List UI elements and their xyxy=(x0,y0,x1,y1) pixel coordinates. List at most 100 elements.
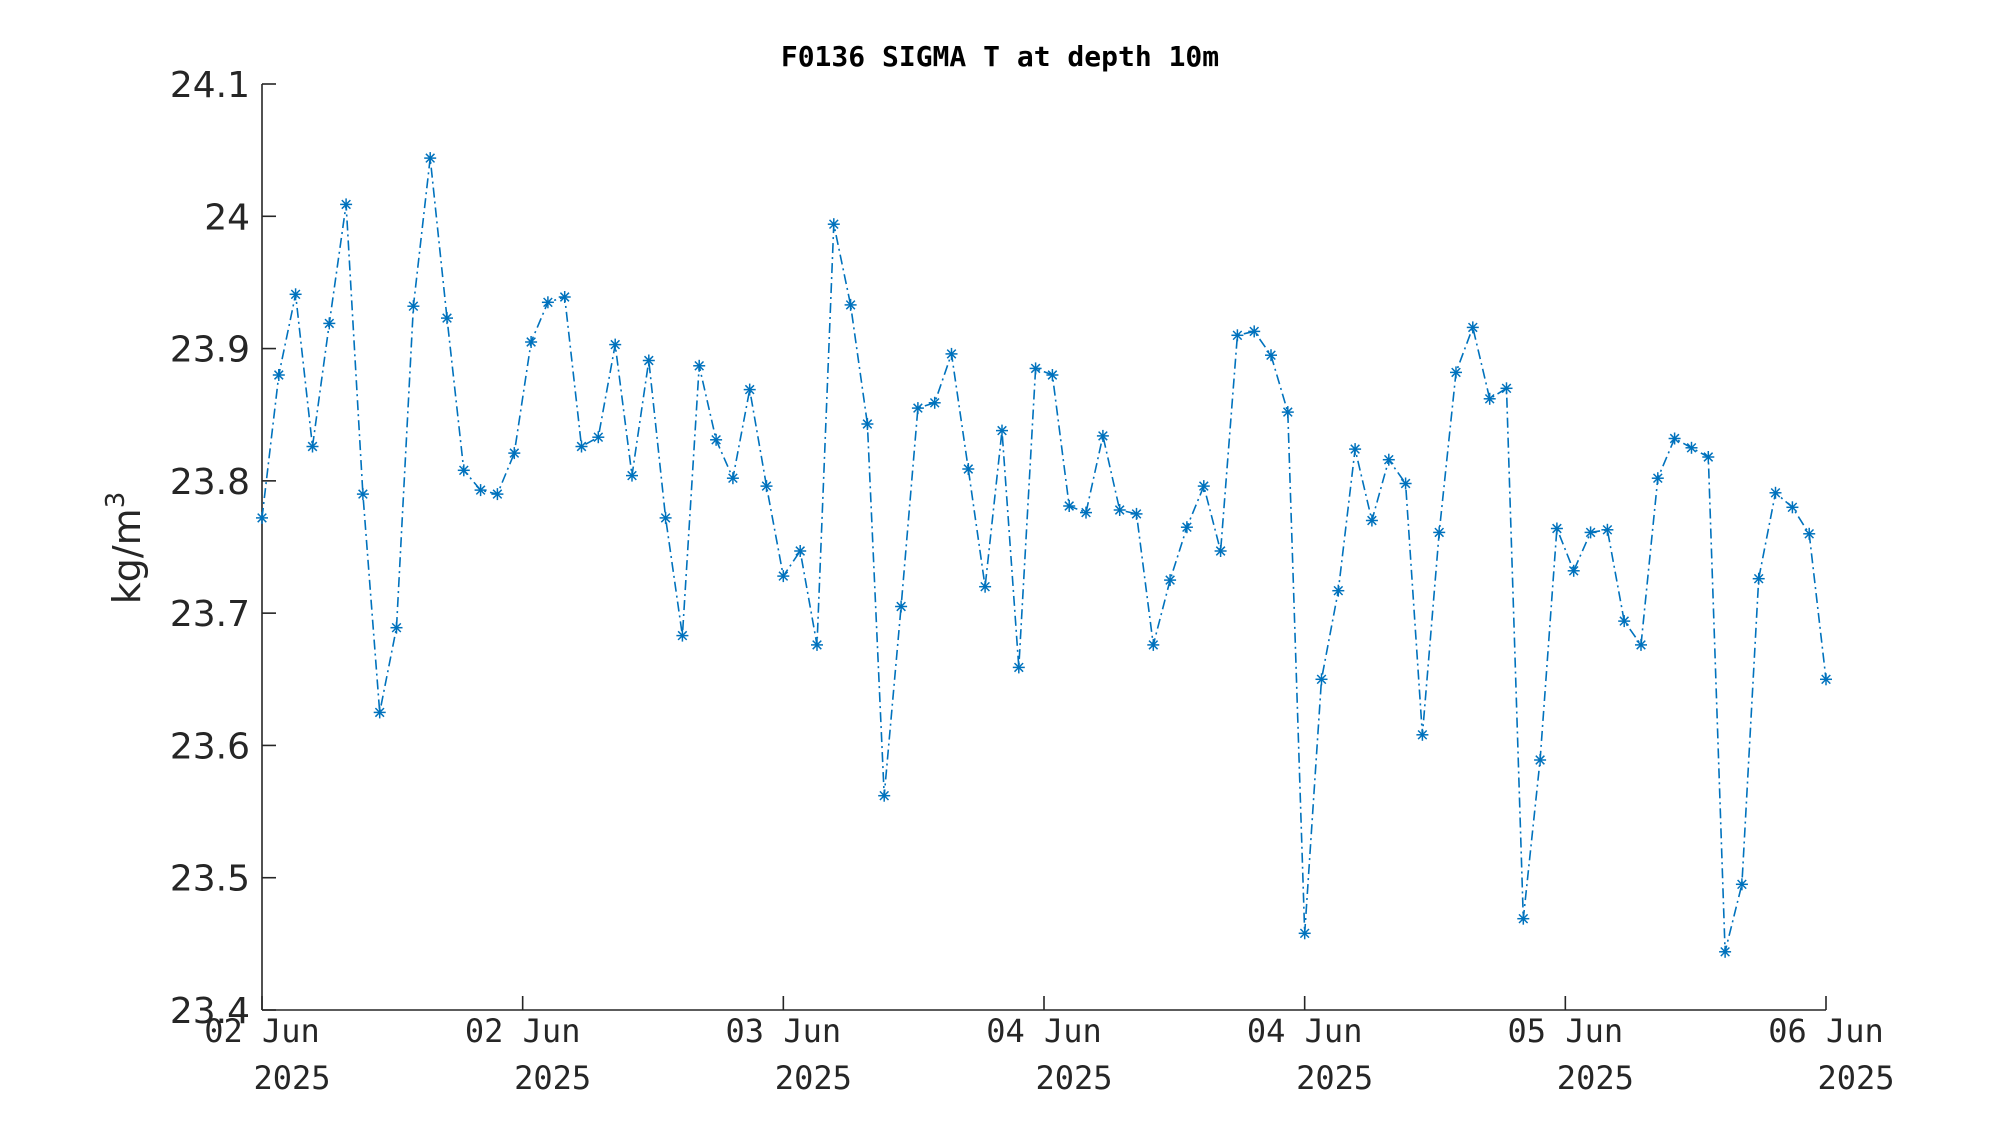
data-point xyxy=(626,469,638,482)
x-tick-label-year: 2025 xyxy=(514,1059,591,1097)
x-ticks: 02 Jun 2025 02 Jun 2025 03 Jun 2025 04 Jun 2025… xyxy=(204,996,1895,1097)
data-point xyxy=(256,511,268,524)
data-point xyxy=(979,580,992,593)
x-tick-label-day: 02 Jun xyxy=(465,1012,581,1050)
data-point xyxy=(1332,584,1345,597)
x-tick-label-day: 03 Jun xyxy=(726,1012,842,1050)
data-point xyxy=(1735,878,1748,891)
data-point xyxy=(1012,661,1025,674)
data-point xyxy=(743,383,756,396)
data-point xyxy=(642,354,655,367)
data-point xyxy=(508,447,521,460)
data-point xyxy=(726,472,739,485)
x-tick-label-year: 2025 xyxy=(253,1059,330,1097)
data-point xyxy=(1550,522,1563,535)
data-point xyxy=(794,545,807,557)
data-point xyxy=(777,570,790,583)
y-tick-label: 23.6 xyxy=(170,726,250,767)
data-point xyxy=(1164,574,1177,587)
data-point xyxy=(693,359,706,372)
data-point xyxy=(1416,728,1429,741)
data-point xyxy=(373,706,386,719)
data-point xyxy=(1450,366,1462,379)
y-tick-label: 24.1 xyxy=(170,65,250,106)
y-tick-label: 23.4 xyxy=(170,991,250,1032)
data-point xyxy=(844,298,857,311)
data-point xyxy=(962,463,975,475)
data-point xyxy=(441,312,453,325)
data-point xyxy=(760,480,773,493)
data-point xyxy=(1382,453,1395,466)
data-point xyxy=(407,300,420,313)
data-point xyxy=(1365,514,1378,527)
x-tick-label-day: 02 Jun xyxy=(204,1012,320,1050)
data-point xyxy=(390,621,403,634)
data-point xyxy=(827,218,840,231)
data-point xyxy=(525,336,538,348)
x-tick-label-year: 2025 xyxy=(775,1059,852,1097)
data-point xyxy=(1298,927,1311,940)
y-ticks: 23.4 23.5 23.6 23.7 23.8 23.9 24 24.1 xyxy=(170,65,276,1032)
data-point xyxy=(878,789,891,802)
data-point xyxy=(424,152,437,165)
data-point xyxy=(457,464,470,477)
data-point xyxy=(1500,382,1513,395)
y-tick-label: 23.9 xyxy=(170,330,250,371)
data-point xyxy=(659,511,672,524)
data-point xyxy=(1618,615,1631,628)
data-point xyxy=(592,431,605,444)
data-point xyxy=(1281,406,1294,419)
data-point xyxy=(340,198,353,211)
y-tick-label: 23.8 xyxy=(170,462,250,503)
data-point xyxy=(1635,638,1647,651)
data-point xyxy=(1080,506,1092,519)
data-point xyxy=(1197,480,1210,493)
data-point xyxy=(1567,564,1580,577)
data-point xyxy=(1668,432,1681,445)
data-point xyxy=(945,347,958,360)
data-point xyxy=(1534,754,1547,766)
data-point xyxy=(1248,325,1261,338)
data-point xyxy=(558,291,571,303)
series-line xyxy=(261,158,1827,952)
data-point xyxy=(306,440,319,453)
x-tick-label-year: 2025 xyxy=(1557,1059,1634,1097)
data-point xyxy=(1231,329,1244,342)
data-point xyxy=(1130,507,1143,520)
data-point xyxy=(861,418,874,430)
data-point xyxy=(1265,349,1277,362)
data-point xyxy=(541,296,554,309)
data-point xyxy=(895,600,908,613)
data-point xyxy=(474,484,487,497)
data-point xyxy=(1803,527,1816,540)
data-point xyxy=(1349,443,1362,456)
data-point xyxy=(1769,486,1782,499)
data-point xyxy=(1517,912,1530,925)
plot-area xyxy=(256,152,1832,958)
data-point xyxy=(811,638,823,651)
data-point xyxy=(323,317,336,330)
data-point xyxy=(491,488,504,501)
data-point xyxy=(996,424,1008,437)
data-point xyxy=(1180,521,1193,534)
data-point xyxy=(356,488,369,501)
x-tick-label-year: 2025 xyxy=(1035,1059,1112,1097)
x-tick-label-year: 2025 xyxy=(1296,1059,1373,1097)
data-point xyxy=(1786,501,1799,514)
data-point xyxy=(1685,441,1698,454)
x-tick-label-day: 04 Jun xyxy=(1247,1012,1363,1050)
data-point xyxy=(1113,504,1126,516)
data-point xyxy=(272,369,285,381)
data-point xyxy=(1584,526,1597,539)
y-tick-label: 23.5 xyxy=(170,859,250,900)
data-point xyxy=(1029,362,1042,375)
data-point xyxy=(1752,572,1765,585)
data-point xyxy=(911,402,924,415)
data-point xyxy=(710,433,723,446)
x-tick-label-day: 05 Jun xyxy=(1508,1012,1624,1050)
data-point xyxy=(1046,369,1059,381)
data-point xyxy=(1315,673,1328,686)
x-tick-label-year: 2025 xyxy=(1817,1059,1894,1097)
data-point xyxy=(1466,321,1479,334)
